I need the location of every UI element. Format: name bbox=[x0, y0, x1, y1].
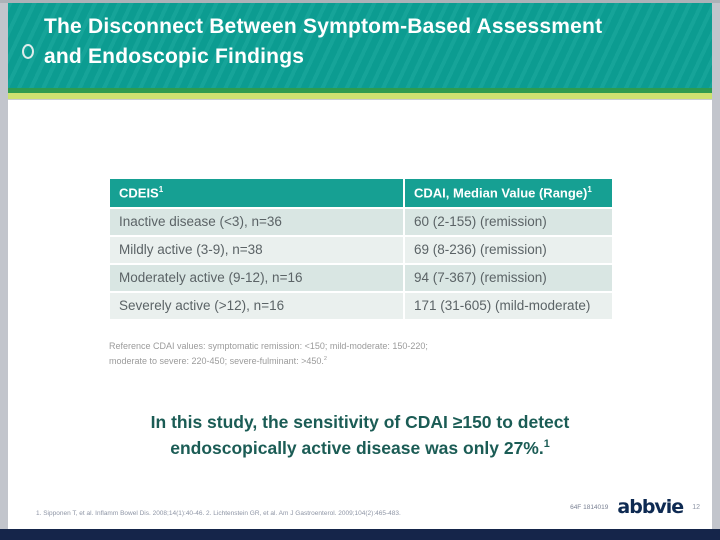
job-code: 64F 1814019 bbox=[570, 504, 609, 511]
slide-bottom-bar bbox=[0, 529, 720, 540]
cell-cdeis: Inactive disease (<3), n=36 bbox=[108, 207, 405, 238]
cell-cdeis: Moderately active (9-12), n=16 bbox=[108, 263, 405, 294]
page-number: 12 bbox=[692, 504, 700, 511]
column-header-cdai: CDAI, Median Value (Range)1 bbox=[403, 176, 614, 210]
circle-outline-icon bbox=[22, 44, 34, 59]
cell-cdeis: Severely active (>12), n=16 bbox=[108, 291, 405, 322]
table-row: Inactive disease (<3), n=36 60 (2-155) (… bbox=[108, 207, 614, 238]
cell-cdai: 94 (7-367) (remission) bbox=[403, 263, 614, 294]
reference-note-line1: Reference CDAI values: symptomatic remis… bbox=[109, 341, 428, 351]
cell-cdai: 171 (31-605) (mild-moderate) bbox=[403, 291, 614, 322]
cell-cdeis: Mildly active (3-9), n=38 bbox=[108, 235, 405, 266]
cdeis-cdai-table: CDEIS1 CDAI, Median Value (Range)1 Inact… bbox=[108, 176, 614, 322]
header-accent-stripe-lime bbox=[8, 93, 712, 99]
page-title-line1: The Disconnect Between Symptom-Based Ass… bbox=[44, 15, 603, 38]
conclusion-superscript: 1 bbox=[543, 438, 550, 451]
page-title-line2: and Endoscopic Findings bbox=[44, 44, 305, 68]
abbvie-logo: abbvie bbox=[617, 496, 684, 518]
footer-right-group: 64F 1814019 abbvie 12 bbox=[570, 498, 700, 517]
footer-citation: 1. Sipponen T, et al. Inflamm Bowel Dis.… bbox=[36, 510, 401, 517]
table-row: Moderately active (9-12), n=16 94 (7-367… bbox=[108, 263, 614, 294]
cell-cdai: 69 (8-236) (remission) bbox=[403, 235, 614, 266]
table-row: Mildly active (3-9), n=38 69 (8-236) (re… bbox=[108, 235, 614, 266]
conclusion-line1: In this study, the sensitivity of CDAI ≥… bbox=[150, 412, 570, 432]
reference-note: Reference CDAI values: symptomatic remis… bbox=[109, 339, 428, 370]
column-header-cdeis: CDEIS1 bbox=[108, 176, 405, 210]
table-header-row: CDEIS1 CDAI, Median Value (Range)1 bbox=[108, 176, 614, 210]
conclusion-statement: In this study, the sensitivity of CDAI ≥… bbox=[8, 409, 712, 462]
cell-cdai: 60 (2-155) (remission) bbox=[403, 207, 614, 238]
header-accent-stripe-dark bbox=[8, 88, 712, 93]
slide-content: CDEIS1 CDAI, Median Value (Range)1 Inact… bbox=[8, 99, 712, 529]
conclusion-line2: endoscopically active disease was only 2… bbox=[170, 438, 544, 459]
slide-header: The Disconnect Between Symptom-Based Ass… bbox=[8, 3, 712, 88]
reference-note-line2: moderate to severe: 220-450; severe-fulm… bbox=[109, 356, 324, 367]
reference-note-superscript: 2 bbox=[323, 356, 327, 363]
slide-top-border bbox=[0, 0, 720, 3]
page-title: The Disconnect Between Symptom-Based Ass… bbox=[44, 12, 602, 72]
table-row: Severely active (>12), n=16 171 (31-605)… bbox=[108, 291, 614, 322]
